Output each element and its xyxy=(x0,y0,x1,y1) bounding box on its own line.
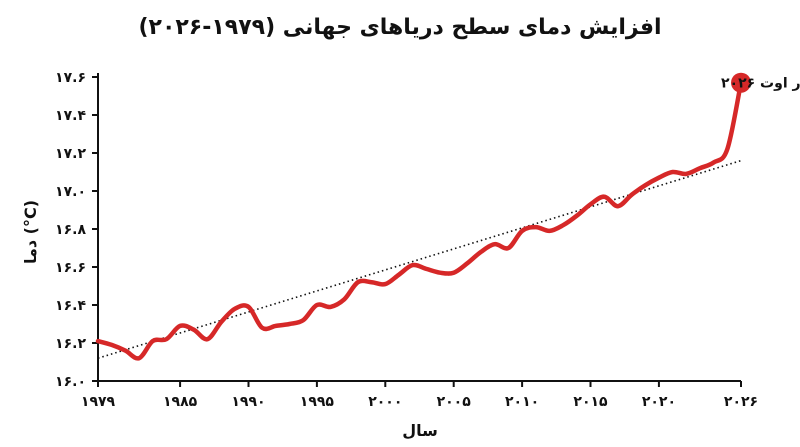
x-tick-label: ۲۰۰۰ xyxy=(368,394,402,410)
y-tick-label: ۱۶.۴ xyxy=(55,298,86,314)
peak-annotation: اوج ناهنجار اوت ۲۰۲۶ xyxy=(721,76,800,92)
y-tick-label: ۱۶.۶ xyxy=(55,260,86,276)
x-axis-ticks: ۱۹۷۹ ۱۹۸۵ ۱۹۹۰ ۱۹۹۵ ۲۰۰۰ ۲۰۰۵ ۲۰۱۰ ۲۰۱۵ ۲۰۲۰ ۲۰۲۶ xyxy=(81,381,758,410)
x-axis-label: سال xyxy=(402,421,438,440)
x-tick-label: ۲۰۱۰ xyxy=(505,394,539,410)
x-tick-label: ۱۹۹۰ xyxy=(231,394,265,410)
y-axis-label: دما (°C) xyxy=(21,200,40,264)
y-tick-label: ۱۶.۲ xyxy=(55,336,86,352)
y-tick-label: ۱۷.۴ xyxy=(55,108,86,124)
x-tick-label: ۲۰۲۰ xyxy=(642,394,676,410)
x-tick-label: ۱۹۷۹ xyxy=(81,394,116,410)
x-tick-label: ۱۹۹۵ xyxy=(300,394,335,410)
chart-title: افزایش دمای سطح دریاهای جهانی (۱۹۷۹-۲۰۲۶… xyxy=(138,15,661,40)
y-tick-label: ۱۷.۶ xyxy=(55,70,86,86)
y-tick-label: ۱۷.۲ xyxy=(55,146,86,162)
x-tick-label: ۲۰۰۵ xyxy=(437,394,472,410)
x-tick-label: ۲۰۱۵ xyxy=(573,394,608,410)
series-line xyxy=(95,80,744,361)
x-tick-label: ۱۹۸۵ xyxy=(163,394,198,410)
peak-point xyxy=(731,72,751,93)
y-tick-label: ۱۶.۰ xyxy=(55,374,86,390)
y-tick-label: ۱۶.۸ xyxy=(55,222,86,238)
y-tick-label: ۱۷.۰ xyxy=(55,184,86,200)
y-axis-ticks: ۱۶.۰ ۱۶.۲ ۱۶.۴ ۱۶.۶ ۱۶.۸ ۱۷.۰ ۱۷.۲ ۱۷.۴ ۱۷.۶ xyxy=(55,70,98,390)
x-tick-label: ۲۰۲۶ xyxy=(724,394,758,410)
